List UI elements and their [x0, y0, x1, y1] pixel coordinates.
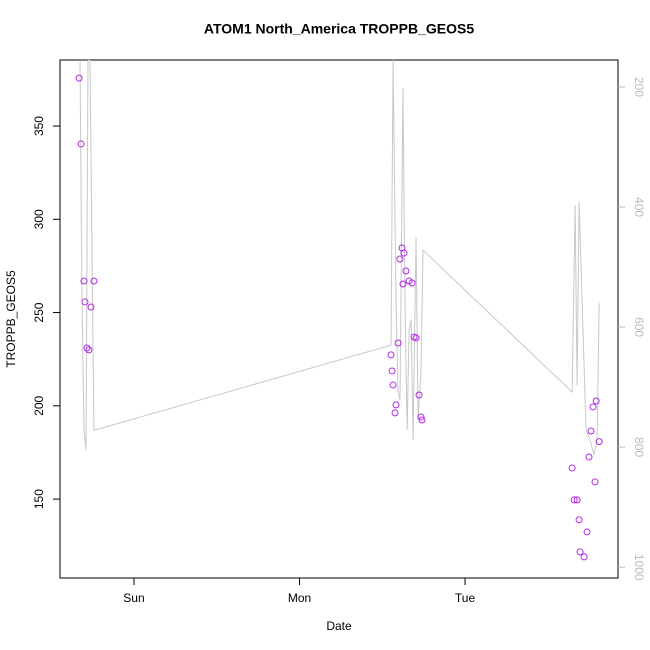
point — [90, 277, 98, 285]
point — [83, 344, 91, 352]
point — [575, 516, 583, 524]
x-tick-label: Mon — [288, 591, 311, 605]
point — [391, 409, 399, 417]
y2-tick-label: 200 — [632, 77, 646, 97]
x-tick-label: Sun — [123, 591, 144, 605]
point — [415, 391, 423, 399]
point — [392, 401, 400, 409]
point — [387, 351, 395, 359]
y-axis-label: TROPPB_GEOS5 — [4, 270, 18, 368]
y2-tick-label: 600 — [632, 317, 646, 337]
y2-tick-label: 800 — [632, 437, 646, 457]
point — [81, 298, 89, 306]
y2-tick-label: 400 — [632, 197, 646, 217]
point — [595, 438, 603, 446]
y-tick-label: 150 — [32, 489, 46, 509]
line — [79, 60, 600, 456]
point — [75, 74, 83, 82]
point — [412, 334, 420, 342]
point — [80, 277, 88, 285]
x-axis-label: Date — [326, 619, 352, 633]
plot-area — [79, 60, 600, 456]
point — [418, 416, 426, 424]
point — [87, 303, 95, 311]
point — [388, 367, 396, 375]
point — [394, 339, 402, 347]
y2-tick-label: 1000 — [632, 554, 646, 581]
y-tick-label: 350 — [32, 116, 46, 136]
y-tick-label: 200 — [32, 395, 46, 415]
point — [580, 553, 588, 561]
point — [583, 528, 591, 536]
point — [389, 381, 397, 389]
point — [396, 255, 404, 263]
point — [592, 397, 600, 405]
point — [408, 279, 416, 287]
point — [402, 267, 410, 275]
point — [585, 453, 593, 461]
x-tick-label: Tue — [455, 591, 476, 605]
point — [573, 496, 581, 504]
point — [85, 346, 93, 354]
point — [591, 478, 599, 486]
point — [568, 464, 576, 472]
point — [587, 427, 595, 435]
point — [400, 249, 408, 257]
plot-frame — [59, 59, 619, 579]
point — [570, 496, 578, 504]
point — [77, 140, 85, 148]
point — [417, 413, 425, 421]
chart-title: ATOM1 North_America TROPPB_GEOS5 — [204, 21, 474, 37]
y-tick-label: 300 — [32, 209, 46, 229]
point — [399, 280, 407, 288]
y-tick-label: 250 — [32, 302, 46, 322]
point — [589, 403, 597, 411]
point — [576, 548, 584, 556]
